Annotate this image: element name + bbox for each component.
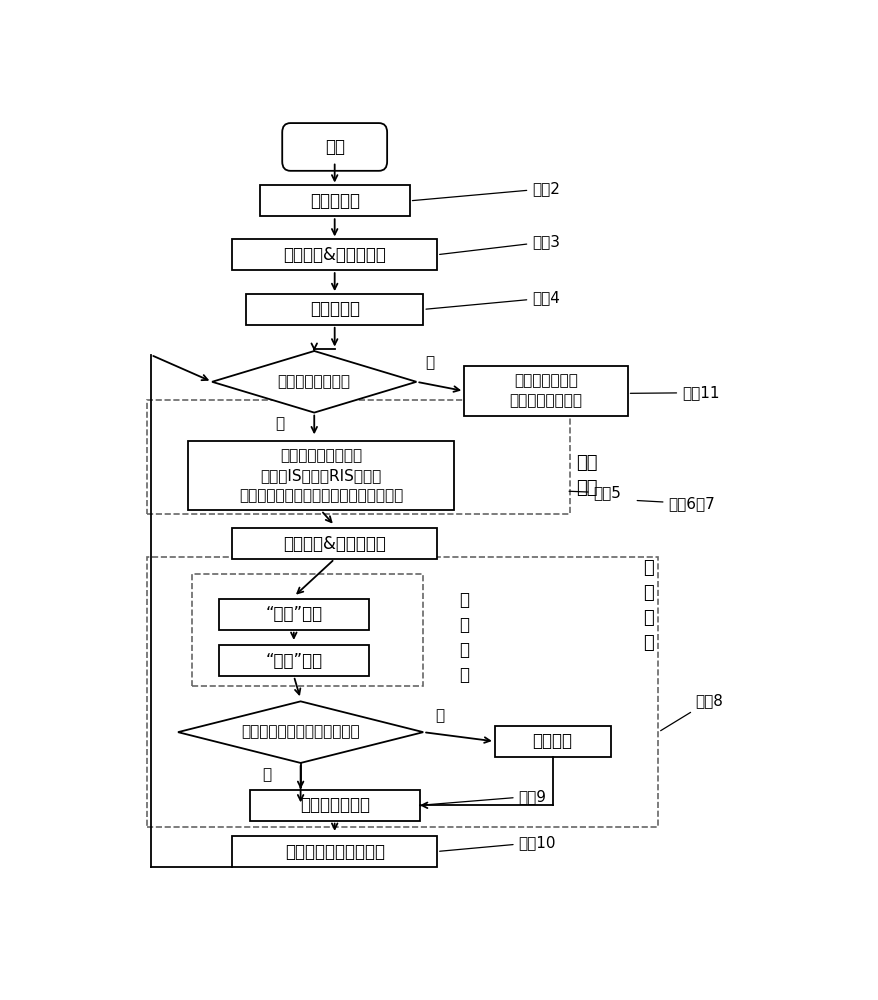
- Text: 否: 否: [276, 417, 284, 432]
- Text: 解码个体&评价适应度: 解码个体&评价适应度: [283, 246, 385, 264]
- Text: 人
工
干
预: 人 工 干 预: [642, 559, 652, 652]
- Text: 步骤2: 步骤2: [412, 181, 559, 201]
- Text: 个
体
干
预: 个 体 干 预: [458, 591, 469, 684]
- Bar: [260, 185, 409, 216]
- Bar: [219, 645, 369, 676]
- Text: “增优”操作: “增优”操作: [265, 652, 322, 670]
- Bar: [494, 726, 610, 757]
- Text: 步骤10: 步骤10: [439, 835, 556, 851]
- Text: 达到最大迭代次数: 达到最大迭代次数: [277, 374, 350, 389]
- Text: 更新优质基因库: 更新优质基因库: [299, 796, 370, 814]
- Bar: [232, 239, 436, 270]
- Text: 步骤3: 步骤3: [439, 234, 559, 254]
- Bar: [148, 400, 569, 514]
- Text: 判断种群多样性是否满足条件: 判断种群多样性是否满足条件: [241, 725, 359, 740]
- Bar: [464, 366, 627, 416]
- Text: 步骤6《7: 步骤6《7: [637, 496, 715, 511]
- Text: 选取最优个体，
解码成数学表达式: 选取最优个体， 解码成数学表达式: [508, 374, 582, 408]
- Bar: [188, 441, 453, 510]
- Bar: [191, 574, 423, 686]
- Text: 开始: 开始: [324, 138, 344, 156]
- Text: 步骤11: 步骤11: [630, 385, 719, 400]
- Text: 步骤8: 步骤8: [660, 693, 723, 731]
- Bar: [232, 836, 436, 867]
- Bar: [148, 557, 658, 827]
- Text: 解码个体&评价适应度: 解码个体&评价适应度: [283, 534, 385, 552]
- FancyBboxPatch shape: [282, 123, 386, 171]
- Text: 是: 是: [435, 708, 444, 723]
- Bar: [249, 790, 420, 821]
- Text: “去劣”操作: “去劣”操作: [265, 605, 322, 623]
- Bar: [246, 294, 423, 325]
- Bar: [232, 528, 436, 559]
- Text: 种群干预: 种群干预: [532, 732, 572, 750]
- Text: 步骤9: 步骤9: [422, 789, 546, 805]
- Polygon shape: [212, 351, 416, 413]
- Polygon shape: [178, 701, 423, 763]
- Text: 步骤4: 步骤4: [426, 290, 559, 309]
- Text: 是: 是: [425, 355, 434, 370]
- Text: 种群初始化: 种群初始化: [309, 192, 359, 210]
- Text: 变异操作、倒串操作
插串（IS插串、RIS插串）
交叉（单点重组、两点重组、基因重组）: 变异操作、倒串操作 插串（IS插串、RIS插串） 交叉（单点重组、两点重组、基因…: [239, 448, 403, 503]
- Text: 否: 否: [262, 767, 270, 782]
- Text: 精英策略的锦标赛选择: 精英策略的锦标赛选择: [284, 842, 385, 860]
- Text: 建立基因库: 建立基因库: [309, 300, 359, 318]
- Text: 自然
进化: 自然 进化: [575, 454, 597, 497]
- Text: 步骤5: 步骤5: [568, 485, 621, 500]
- Bar: [219, 599, 369, 630]
